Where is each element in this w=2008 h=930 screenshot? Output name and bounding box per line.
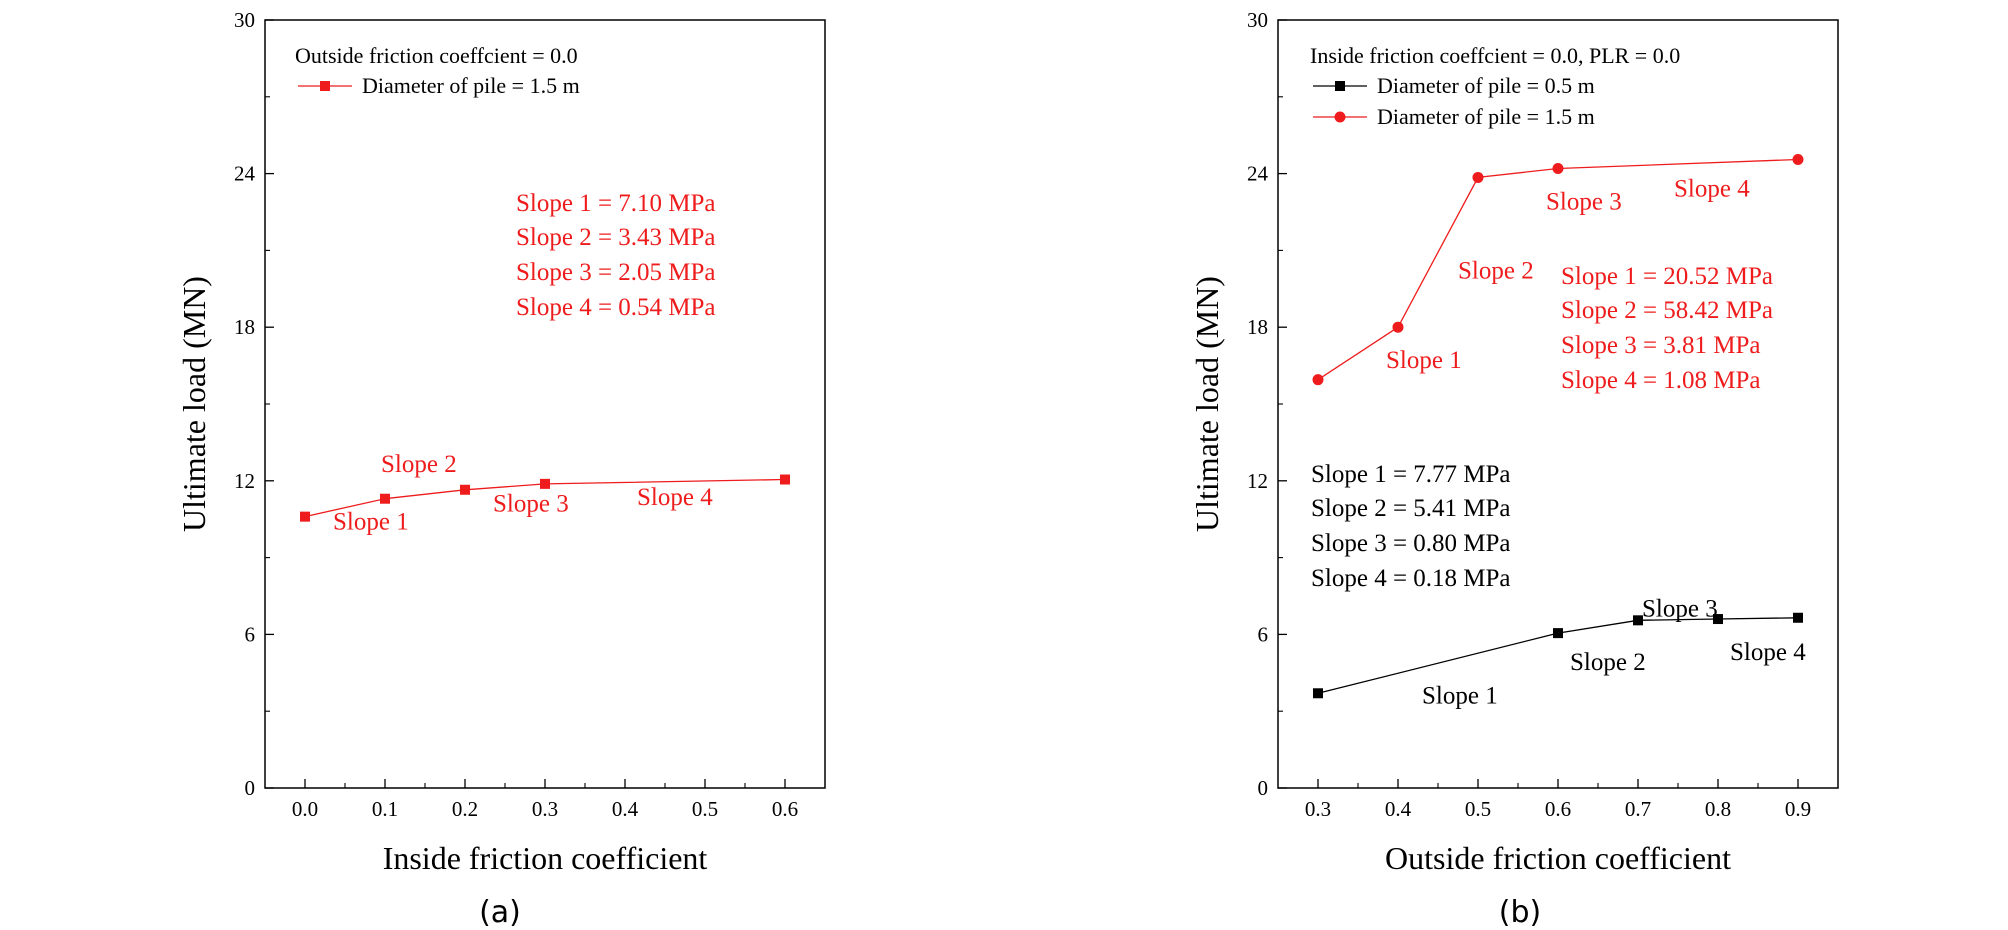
data-point <box>1793 612 1803 623</box>
y-tick-label: 24 <box>234 162 256 186</box>
x-tick-label: 0.1 <box>372 797 398 821</box>
plot-frame <box>264 19 826 789</box>
data-point <box>1633 615 1643 626</box>
y-tick-label: 6 <box>1258 622 1269 646</box>
data-point <box>1553 628 1563 639</box>
panel-label: (a) <box>479 895 521 930</box>
slope-summary-red: Slope 1 = 20.52 MPa Slope 2 = 58.42 MPa … <box>1561 263 1773 394</box>
y-tick-label: 18 <box>234 315 255 339</box>
data-point <box>1552 162 1564 174</box>
y-axis: 0 6 12 18 24 30 <box>234 8 274 800</box>
y-tick-label: 0 <box>1258 776 1269 800</box>
slope-annotation: Slope 3 <box>493 491 569 518</box>
series-markers <box>300 474 790 522</box>
legend-label: Diameter of pile = 0.5 m <box>1377 73 1595 98</box>
x-axis: 0.0 0.1 0.2 0.3 0.4 0.5 0.6 <box>292 779 798 821</box>
slope-annotation: Slope 1 <box>333 508 409 535</box>
data-point <box>1392 321 1404 333</box>
slope-annotation: Slope 4 <box>637 484 713 511</box>
slope-annotation: Slope 1 <box>1386 347 1462 374</box>
x-tick-label: 0.3 <box>1305 797 1331 821</box>
chart-panel-b: 0.3 0.4 0.5 0.6 0.7 0.8 0.9 0 6 12 18 24 30 Slope 1… <box>1189 8 1839 930</box>
slope-annotations: Slope 1 Slope 2 Slope 3 Slope 4 <box>333 451 713 536</box>
data-point <box>1792 154 1804 166</box>
legend-label: Diameter of pile = 1.5 m <box>1377 104 1595 129</box>
data-point <box>1713 614 1723 625</box>
data-point <box>1472 171 1484 183</box>
y-tick-label: 12 <box>1247 469 1268 493</box>
x-axis-label: Inside friction coefficient <box>383 840 708 876</box>
x-axis: 0.3 0.4 0.5 0.6 0.7 0.8 0.9 <box>1305 779 1811 821</box>
x-tick-label: 0.4 <box>1385 797 1412 821</box>
slope-annotations: Slope 1 Slope 2 Slope 3 Slope 4 Slope 1 Slope… <box>1386 176 1806 710</box>
slope-annotation: Slope 3 <box>1642 595 1718 622</box>
slope-summary: Slope 1 = 7.10 MPa Slope 2 = 3.43 MPa Sl… <box>516 190 716 321</box>
x-tick-label: 0.3 <box>532 797 558 821</box>
slope-line: Slope 1 = 7.77 MPa <box>1311 461 1511 488</box>
slope-line: Slope 3 = 3.81 MPa <box>1561 332 1761 359</box>
slope-line: Slope 2 = 5.41 MPa <box>1311 495 1511 522</box>
y-tick-label: 12 <box>234 469 255 493</box>
x-axis-label: Outside friction coefficient <box>1385 840 1731 876</box>
data-point <box>1313 688 1323 699</box>
y-axis-label: Ultimate load (MN) <box>176 276 212 532</box>
slope-annotation: Slope 3 <box>1546 188 1622 215</box>
x-tick-label: 0.5 <box>692 797 718 821</box>
slope-annotation: Slope 2 <box>1458 258 1534 285</box>
x-tick-label: 0.4 <box>612 797 639 821</box>
data-point <box>1312 374 1324 386</box>
x-tick-label: 0.8 <box>1705 797 1731 821</box>
y-tick-label: 18 <box>1247 315 1268 339</box>
x-tick-label: 0.6 <box>772 797 798 821</box>
legend-marker <box>320 81 330 91</box>
x-tick-label: 0.2 <box>452 797 478 821</box>
slope-line: Slope 1 = 7.10 MPa <box>516 190 716 217</box>
slope-line: Slope 3 = 0.80 MPa <box>1311 530 1511 557</box>
y-axis: 0 6 12 18 24 30 <box>1247 8 1287 800</box>
data-point <box>780 474 790 485</box>
data-point <box>300 511 310 522</box>
chart-panel-a: 0.0 0.1 0.2 0.3 0.4 0.5 0.6 0 6 12 18 24 30 Slope 1… <box>176 8 826 930</box>
x-tick-label: 0.9 <box>1785 797 1811 821</box>
y-tick-label: 0 <box>245 776 256 800</box>
series-markers <box>1312 154 1804 699</box>
legend-title: Outside friction coeffcient = 0.0 <box>295 43 578 68</box>
y-axis-label: Ultimate load (MN) <box>1189 276 1225 532</box>
slope-line: Slope 1 = 20.52 MPa <box>1561 263 1773 290</box>
series-lines <box>1317 158 1799 694</box>
legend-title: Inside friction coeffcient = 0.0, PLR = … <box>1310 43 1680 68</box>
panel-label: (b) <box>1499 895 1541 930</box>
legend-marker <box>1335 81 1345 91</box>
slope-annotation: Slope 1 <box>1422 683 1498 710</box>
slope-line: Slope 4 = 1.08 MPa <box>1561 367 1761 394</box>
x-tick-label: 0.0 <box>292 797 318 821</box>
slope-summary-black: Slope 1 = 7.77 MPa Slope 2 = 5.41 MPa Sl… <box>1311 461 1511 592</box>
slope-line: Slope 2 = 58.42 MPa <box>1561 297 1773 324</box>
y-tick-label: 30 <box>234 8 255 32</box>
x-tick-label: 0.6 <box>1545 797 1571 821</box>
data-point <box>380 493 390 504</box>
x-tick-label: 0.5 <box>1465 797 1491 821</box>
slope-line: Slope 2 = 3.43 MPa <box>516 224 716 251</box>
legend-label: Diameter of pile = 1.5 m <box>362 73 580 98</box>
plot-frame <box>1277 19 1839 789</box>
slope-annotation: Slope 2 <box>381 451 457 478</box>
legend-entry: Diameter of pile = 0.5 m <box>1313 73 1595 98</box>
data-point <box>460 484 470 495</box>
x-tick-label: 0.7 <box>1625 797 1651 821</box>
slope-annotation: Slope 2 <box>1570 649 1646 676</box>
slope-line: Slope 3 = 2.05 MPa <box>516 259 716 286</box>
legend-entry: Diameter of pile = 1.5 m <box>298 73 580 98</box>
slope-line: Slope 4 = 0.54 MPa <box>516 294 716 321</box>
y-tick-label: 6 <box>245 622 256 646</box>
legend-entry: Diameter of pile = 1.5 m <box>1313 104 1595 129</box>
slope-annotation: Slope 4 <box>1674 176 1750 203</box>
y-tick-label: 30 <box>1247 8 1268 32</box>
slope-line: Slope 4 = 0.18 MPa <box>1311 565 1511 592</box>
y-tick-label: 24 <box>1247 162 1269 186</box>
data-point <box>540 478 550 489</box>
legend-marker <box>1334 111 1346 123</box>
slope-annotation: Slope 4 <box>1730 639 1806 666</box>
